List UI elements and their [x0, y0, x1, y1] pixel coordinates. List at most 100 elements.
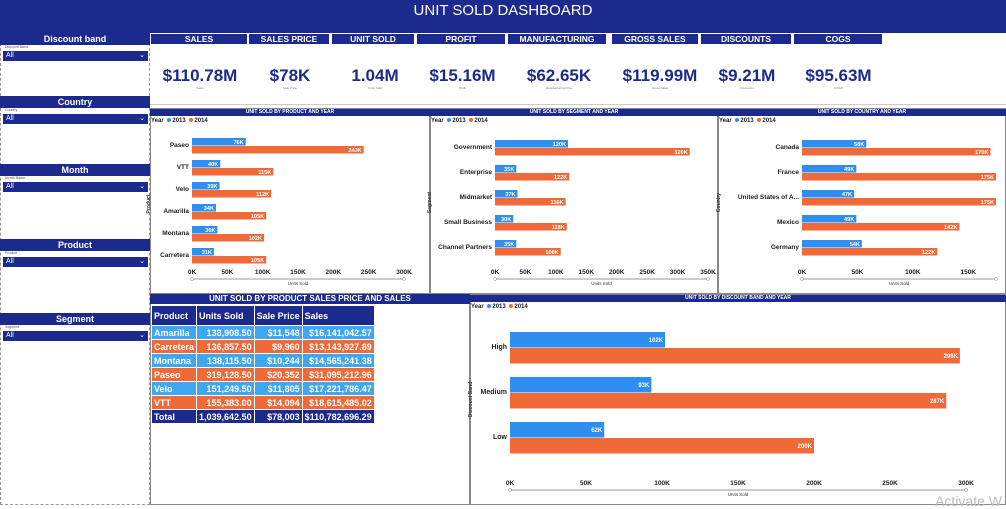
- slicer-dropdown[interactable]: All ⌄: [3, 182, 148, 192]
- bar-2013: [510, 422, 605, 438]
- bar-2013: [192, 204, 217, 212]
- x-tick-label: 250K: [361, 269, 377, 276]
- data-label: 118K: [552, 225, 565, 231]
- slicer-dropdown[interactable]: All ⌄: [3, 257, 148, 267]
- table-total-row: Total 1,039,642.50 $78,003 $110,782,696.29: [150, 409, 375, 424]
- bar-2014: [510, 348, 960, 364]
- table-row: Paseo 319,128.50 $20,352 $31,095,212.96: [150, 367, 375, 382]
- table-total-cell: Total: [150, 409, 198, 424]
- scroll-handle: [994, 277, 998, 281]
- data-label: 296K: [944, 354, 959, 360]
- data-label: 34K: [204, 206, 214, 212]
- x-tick-label: 300K: [396, 269, 412, 276]
- chevron-down-icon: ⌄: [139, 258, 145, 265]
- slicer-value: All: [6, 183, 14, 190]
- slicer-field-label: Discount Band: [5, 45, 28, 49]
- table-total-cell: 1,039,642.50: [196, 409, 255, 424]
- table-cell: $20,352: [253, 367, 303, 382]
- table-title: UNIT SOLD BY PRODUCT SALES PRICE AND SAL…: [150, 294, 470, 304]
- x-tick-label: 150K: [290, 269, 306, 276]
- bar-2014: [510, 393, 947, 409]
- category-label: Velo: [176, 186, 189, 193]
- bar-2013: [495, 190, 518, 198]
- kpi-caption: Units Sold: [368, 86, 382, 90]
- bar-2013: [802, 215, 857, 223]
- data-label: 115K: [258, 170, 271, 176]
- data-label: 31K: [202, 250, 212, 256]
- bar-2014: [495, 248, 561, 256]
- x-tick-label: 250K: [882, 480, 898, 487]
- bar-2014: [802, 198, 996, 206]
- chevron-down-icon: ⌄: [139, 52, 145, 59]
- kpi-caption: Gross Sales: [651, 86, 669, 90]
- y-axis-label: Country: [716, 193, 722, 212]
- scroll-handle: [402, 277, 406, 281]
- data-label: 243K: [348, 148, 361, 154]
- kpi-header: SALES PRICE: [249, 34, 329, 44]
- chart-legend: Year 2013 2014: [431, 118, 488, 124]
- category-label: High: [491, 344, 507, 351]
- data-label: 37K: [505, 192, 515, 198]
- category-label: Small Business: [444, 219, 492, 226]
- table-cell: 136,857.50: [196, 339, 255, 354]
- data-label: 47K: [842, 192, 852, 198]
- kpi-value: $78K: [269, 66, 311, 85]
- kpi-caption: Profit: [458, 86, 466, 90]
- scroll-handle: [800, 277, 804, 281]
- slicer-header: Segment: [0, 313, 150, 325]
- legend-2014-marker: [757, 118, 762, 122]
- chart-title: UNIT SOLD BY COUNTRY AND YEAR: [718, 109, 1006, 116]
- bar-2014: [495, 198, 566, 206]
- data-label: 39K: [207, 184, 217, 190]
- slicer-dropdown[interactable]: All ⌄: [3, 51, 148, 61]
- data-label: 287K: [930, 399, 945, 405]
- bar-2013: [495, 165, 517, 173]
- kpi-caption: Discounts: [740, 86, 754, 90]
- legend-title: Year: [431, 118, 444, 124]
- chart-legend: Year 2013 2014: [471, 304, 528, 310]
- data-label: 35K: [504, 167, 514, 173]
- chart-title: UNIT SOLD BY SEGMENT AND YEAR: [430, 109, 718, 116]
- slicer-value: All: [6, 52, 14, 59]
- y-axis-label: Discount Band: [468, 382, 474, 417]
- slicer-value: All: [6, 115, 14, 122]
- table-cell: $14,565,241.38: [301, 353, 375, 368]
- table-total-cell: $110,782,696.29: [301, 409, 375, 424]
- data-label: 102K: [249, 236, 262, 242]
- legend-2014-marker: [189, 118, 194, 122]
- legend-2014-label: 2014: [194, 118, 208, 124]
- bar-2014: [192, 146, 364, 154]
- category-label: Enterprise: [460, 169, 493, 176]
- data-label: 200K: [798, 444, 813, 450]
- legend-title: Year: [151, 118, 164, 124]
- category-label: France: [778, 169, 800, 176]
- table-cell: $14,094: [253, 395, 303, 410]
- slicer-dropdown[interactable]: All ⌄: [3, 331, 148, 341]
- table-cell: $9,960: [253, 339, 303, 354]
- y-axis-label: Segment: [427, 192, 433, 213]
- table-cell: $11,805: [253, 381, 303, 396]
- kpi-caption: COGS: [834, 86, 843, 90]
- bar-2013: [802, 240, 862, 248]
- data-label: 120K: [553, 142, 566, 148]
- x-tick-label: 150K: [730, 480, 746, 487]
- slicer-header: Country: [0, 96, 150, 108]
- x-tick-label: 100K: [905, 269, 921, 276]
- slicer-dropdown[interactable]: All ⌄: [3, 114, 148, 124]
- table-cell: $18,615,485.02: [301, 395, 375, 410]
- bar-chart-svg: Segment Government 120K 320K Enterprise 35K 12…: [427, 140, 716, 286]
- kpi-value: $15.16M: [429, 66, 496, 85]
- data-label: 122K: [554, 175, 567, 181]
- data-label: 49K: [844, 217, 854, 223]
- x-tick-label: 50K: [580, 480, 592, 487]
- data-label: 102K: [649, 338, 664, 344]
- scroll-handle: [508, 488, 512, 492]
- scroll-handle: [493, 277, 497, 281]
- x-tick-label: 0K: [506, 480, 515, 487]
- x-axis-label: Units Sold: [728, 492, 749, 497]
- slicer-header: Month: [0, 164, 150, 176]
- data-label: 54K: [850, 242, 860, 248]
- kpi-header: SALES: [151, 34, 247, 44]
- table-cell: $31,095,212.96: [301, 367, 375, 382]
- legend-title: Year: [471, 304, 484, 310]
